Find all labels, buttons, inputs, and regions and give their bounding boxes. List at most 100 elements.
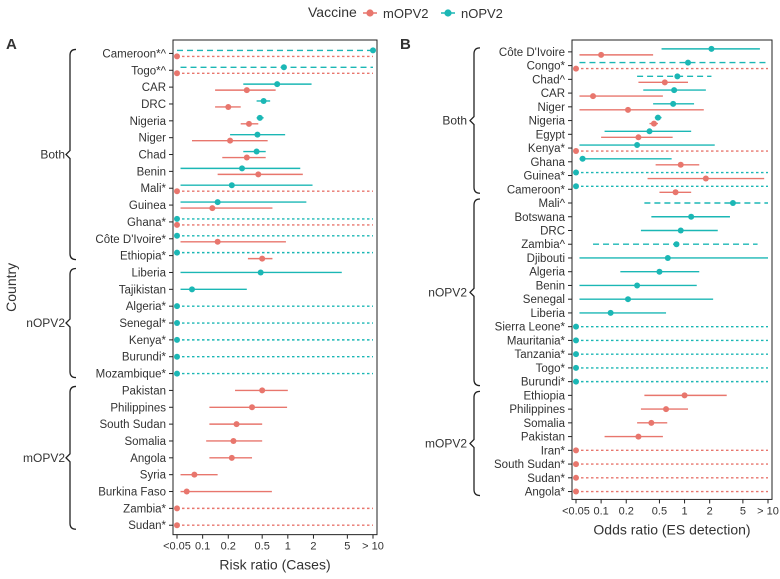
point-estimate-mopv2 <box>573 65 579 72</box>
group-label: Both <box>40 148 65 162</box>
country-label: Niger <box>538 102 566 114</box>
x-tick-label: 0.2 <box>619 505 634 517</box>
point-estimate-mopv2 <box>191 471 198 478</box>
group-label: Both <box>442 114 467 128</box>
country-label: Chad^ <box>532 74 565 86</box>
y-axis-title-a: Country <box>3 263 19 312</box>
country-label: Algeria <box>529 267 565 279</box>
point-estimate-mopv2 <box>635 134 642 141</box>
legend: Vaccine mOPV2 nOPV2 <box>308 4 503 21</box>
x-tick-label: 0.2 <box>221 541 236 553</box>
country-label: Nigeria <box>529 116 566 128</box>
country-label: Burundi* <box>521 377 566 389</box>
country-label: Ghana <box>530 157 565 169</box>
point-estimate-nopv2 <box>579 155 586 162</box>
point-estimate-nopv2 <box>174 303 180 310</box>
point-estimate-nopv2 <box>573 378 579 385</box>
point-estimate-mopv2 <box>243 87 250 94</box>
group-bracket <box>469 47 481 194</box>
country-label: Philippines <box>509 404 565 416</box>
country-label: Burundi* <box>122 352 167 364</box>
x-tick-label: > 10 <box>362 541 384 553</box>
x-tick-label: 5 <box>740 505 746 517</box>
x-axis-title-a: Risk ratio (Cases) <box>219 557 330 573</box>
x-tick-label: <0.05 <box>562 505 590 517</box>
point-estimate-nopv2 <box>214 199 221 206</box>
point-estimate-nopv2 <box>671 87 678 94</box>
country-label: Niger <box>139 133 167 145</box>
point-estimate-nopv2 <box>677 227 684 234</box>
point-estimate-nopv2 <box>708 45 715 52</box>
country-label: Syria <box>140 470 167 482</box>
point-estimate-nopv2 <box>188 286 195 293</box>
group-bracket <box>469 198 481 387</box>
point-estimate-nopv2 <box>239 165 246 172</box>
country-label: Ethiopia <box>523 390 565 402</box>
point-estimate-nopv2 <box>656 268 663 275</box>
x-tick-label: 0.5 <box>652 505 667 517</box>
country-label: Liberia <box>530 308 565 320</box>
country-label: South Sudan* <box>494 459 566 471</box>
point-estimate-nopv2 <box>573 183 579 190</box>
country-label: Tajikistan <box>119 284 166 296</box>
point-estimate-nopv2 <box>646 128 653 135</box>
country-label: Benin <box>536 280 565 292</box>
point-estimate-nopv2 <box>228 182 235 189</box>
country-label: South Sudan <box>99 419 166 431</box>
legend-key-dot-nopv2 <box>444 9 452 17</box>
point-estimate-mopv2 <box>183 488 190 495</box>
country-label: Angola* <box>525 487 566 499</box>
plot-frame-a <box>172 39 378 536</box>
country-label: Mozambique* <box>96 369 167 381</box>
country-label: Burkina Faso <box>98 487 166 499</box>
point-estimate-nopv2 <box>573 351 579 358</box>
panel-letter-b: B <box>400 36 411 53</box>
country-label: Côte D'Ivoire <box>499 47 565 59</box>
point-estimate-mopv2 <box>214 238 221 245</box>
point-estimate-nopv2 <box>256 114 263 121</box>
point-estimate-nopv2 <box>607 309 614 316</box>
country-label: DRC <box>141 99 166 111</box>
point-estimate-mopv2 <box>174 221 180 228</box>
country-label: Kenya* <box>129 335 167 347</box>
point-estimate-nopv2 <box>673 241 680 248</box>
country-label: Benin <box>137 166 166 178</box>
point-estimate-mopv2 <box>233 421 240 428</box>
point-estimate-nopv2 <box>573 364 579 371</box>
country-label: Pakistan <box>122 385 166 397</box>
point-estimate-mopv2 <box>663 406 670 413</box>
country-label: Zambia^ <box>521 239 565 251</box>
panel-a: A <0.05 0.1 0.2 0.5 1 2 5 > 10 Risk ratio (Cases)… <box>3 36 384 573</box>
point-estimate-mopv2 <box>228 454 235 461</box>
country-label: Botswana <box>514 212 565 224</box>
country-label: Tanzania* <box>514 349 565 361</box>
point-estimate-nopv2 <box>688 213 695 220</box>
country-label: Philippines <box>110 402 166 414</box>
point-estimate-mopv2 <box>672 189 679 196</box>
country-label: CAR <box>541 88 565 100</box>
country-label: Togo*^ <box>131 65 166 77</box>
panel-b: B <0.05 0.1 0.2 0.5 1 2 5 > 10 Odds ratio (ES det… <box>400 36 779 537</box>
point-estimate-mopv2 <box>227 137 234 144</box>
point-estimate-nopv2 <box>260 97 267 104</box>
point-estimate-mopv2 <box>209 205 216 212</box>
point-estimate-nopv2 <box>174 320 180 327</box>
point-estimate-mopv2 <box>225 103 232 110</box>
country-label: Senegal <box>523 294 565 306</box>
point-estimate-mopv2 <box>635 433 642 440</box>
x-tick-label: > 10 <box>757 505 779 517</box>
point-estimate-mopv2 <box>230 437 237 444</box>
point-estimate-nopv2 <box>253 148 260 155</box>
point-estimate-mopv2 <box>259 255 266 262</box>
country-label: Ethiopia* <box>120 251 167 263</box>
point-estimate-nopv2 <box>174 249 180 256</box>
point-estimate-mopv2 <box>681 392 688 399</box>
point-estimate-nopv2 <box>573 337 579 344</box>
country-label: Cameroon* <box>507 184 566 196</box>
legend-title: Vaccine <box>308 4 357 20</box>
x-tick-label: 5 <box>344 541 350 553</box>
plot-frame-b <box>571 39 773 500</box>
point-estimate-mopv2 <box>661 79 668 86</box>
point-estimate-nopv2 <box>174 353 180 360</box>
country-label: Togo* <box>536 363 566 375</box>
